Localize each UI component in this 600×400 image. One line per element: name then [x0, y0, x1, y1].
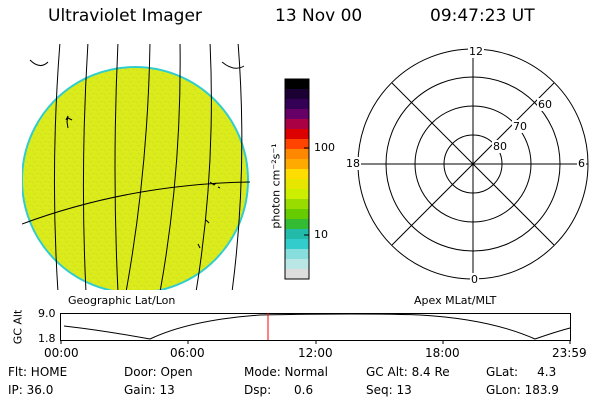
- coastline: [65, 115, 221, 249]
- timeline-axis-label: GC Alt: [11, 309, 25, 345]
- colorbar-cell: [285, 189, 309, 200]
- instrument-title: Ultraviolet Imager: [48, 6, 202, 26]
- timeline-tick-0: 00:00: [44, 346, 79, 360]
- earth-disk: [22, 66, 249, 290]
- timeline-tick-3: 18:00: [425, 346, 460, 360]
- colorbar-cell: [285, 99, 309, 110]
- colorbar-cell: [285, 199, 309, 210]
- door-status: Door: Open: [124, 365, 193, 379]
- colorbar-cell: [285, 259, 309, 270]
- colorbar-cell: [285, 149, 309, 160]
- intensity-colorbar: [284, 78, 310, 280]
- altitude-curve: [63, 313, 571, 340]
- colorbar-cell: [285, 169, 309, 180]
- colorbar-cell: [285, 179, 309, 190]
- gc-altitude: GC Alt: 8.4 Re: [366, 365, 450, 379]
- colorbar-cell: [285, 89, 309, 100]
- date-label: 13 Nov 00: [275, 6, 363, 26]
- colorbar-cell: [285, 239, 309, 250]
- flight-mode: Flt: HOME: [8, 365, 68, 379]
- mlt-label-18: 18: [345, 157, 361, 170]
- apex-caption: Apex MLat/MLT: [414, 294, 497, 307]
- colorbar-unit-label: photon cm⁻²s⁻¹: [269, 143, 283, 229]
- timeline-tick-1: 06:00: [170, 346, 205, 360]
- colorbar-cell: [285, 119, 309, 130]
- colorbar-cell: [285, 129, 309, 140]
- colorbar-cell: [285, 219, 309, 230]
- mlt-diagonal-2: [391, 82, 555, 246]
- mlat-label-80: 80: [492, 140, 508, 153]
- colorbar-cell: [285, 229, 309, 240]
- dsp-value: Dsp: 0.6: [244, 383, 314, 397]
- timeline-tick-4: 23:59: [552, 346, 587, 360]
- lat-lon-grid: [22, 44, 251, 290]
- mode-value: Mode: Normal: [244, 365, 328, 379]
- mlt-label-6: 6: [577, 157, 586, 170]
- altitude-timeline: [60, 313, 571, 344]
- mlt-label-12: 12: [468, 45, 484, 58]
- gain-value: Gain: 13: [124, 383, 175, 397]
- mlt-label-0: 0: [470, 273, 479, 286]
- geographic-caption: Geographic Lat/Lon: [68, 294, 176, 307]
- timeline-tick-2: 12:00: [298, 346, 333, 360]
- magnetic-polar-plot: [357, 48, 589, 280]
- mlat-label-60: 60: [537, 98, 553, 111]
- timeline-ymax: 9.0: [38, 307, 56, 320]
- colorbar-cell: [285, 269, 309, 280]
- colorbar-cell: [285, 249, 309, 260]
- colorbar-tick-100: 100: [314, 141, 335, 154]
- ip-value: IP: 36.0: [8, 383, 54, 397]
- time-label: 09:47:23 UT: [430, 6, 535, 26]
- mlat-label-70: 70: [512, 120, 528, 133]
- colorbar-cell: [285, 79, 309, 90]
- geographic-latitude: GLat: 4.3: [486, 365, 557, 379]
- sequence-value: Seq: 13: [366, 383, 412, 397]
- timeline-ymin: 1.8: [38, 332, 56, 345]
- colorbar-cell: [285, 159, 309, 170]
- colorbar-cell: [285, 139, 309, 150]
- colorbar-cell: [285, 209, 309, 220]
- colorbar-cell: [285, 109, 309, 120]
- geographic-longitude: GLon: 183.9: [486, 383, 559, 397]
- colorbar-tick-10: 10: [314, 228, 328, 241]
- geographic-globe-image: [22, 44, 251, 290]
